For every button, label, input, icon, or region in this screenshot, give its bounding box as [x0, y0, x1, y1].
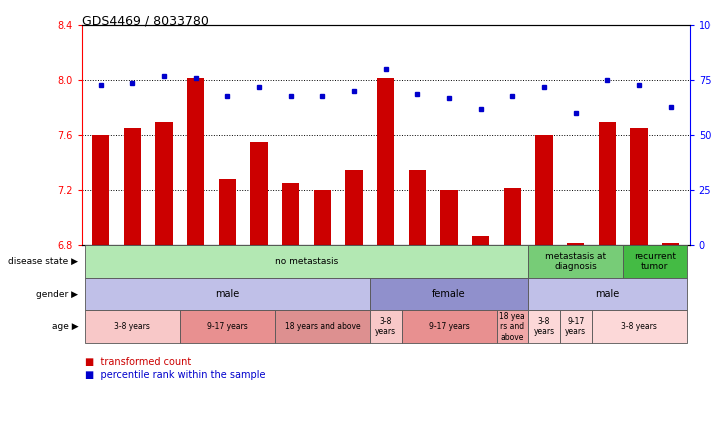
Bar — [535, 135, 552, 245]
Bar — [85, 310, 180, 343]
Bar — [503, 187, 521, 245]
Bar — [631, 129, 648, 245]
Text: 18 yea
rs and
above: 18 yea rs and above — [500, 312, 525, 342]
Bar — [346, 170, 363, 245]
Bar — [370, 310, 402, 343]
Bar — [180, 310, 275, 343]
Bar — [623, 245, 687, 278]
Text: male: male — [215, 289, 240, 299]
Text: no metastasis: no metastasis — [275, 257, 338, 266]
Bar — [528, 245, 623, 278]
Bar — [282, 184, 299, 245]
Text: 9-17
years: 9-17 years — [565, 317, 587, 336]
Bar — [528, 310, 560, 343]
Text: recurrent
tumor: recurrent tumor — [634, 252, 676, 271]
Bar — [409, 170, 426, 245]
Bar — [124, 129, 141, 245]
Text: male: male — [595, 289, 619, 299]
Bar — [219, 179, 236, 245]
Bar — [528, 278, 687, 310]
Bar — [250, 142, 268, 245]
Bar — [472, 236, 489, 245]
Text: metastasis at
diagnosis: metastasis at diagnosis — [545, 252, 606, 271]
Bar — [440, 190, 458, 245]
Bar — [662, 242, 680, 245]
Text: 3-8 years: 3-8 years — [114, 322, 150, 331]
Text: ■  percentile rank within the sample: ■ percentile rank within the sample — [85, 370, 266, 380]
Text: 9-17 years: 9-17 years — [429, 322, 469, 331]
Bar — [92, 135, 109, 245]
Text: 3-8 years: 3-8 years — [621, 322, 657, 331]
Text: gender ▶: gender ▶ — [36, 290, 78, 299]
Text: 18 years and above: 18 years and above — [284, 322, 360, 331]
Bar — [85, 245, 528, 278]
Text: 3-8
years: 3-8 years — [375, 317, 396, 336]
Text: GDS4469 / 8033780: GDS4469 / 8033780 — [82, 15, 208, 28]
Bar — [377, 78, 395, 245]
Bar — [567, 242, 584, 245]
Text: 9-17 years: 9-17 years — [207, 322, 248, 331]
Text: age ▶: age ▶ — [52, 322, 78, 331]
Text: 3-8
years: 3-8 years — [533, 317, 555, 336]
Bar — [599, 121, 616, 245]
Bar — [402, 310, 496, 343]
Bar — [370, 278, 528, 310]
Bar — [187, 78, 205, 245]
Bar — [85, 278, 370, 310]
Bar — [560, 310, 592, 343]
Bar — [592, 310, 687, 343]
Bar — [275, 310, 370, 343]
Text: female: female — [432, 289, 466, 299]
Bar — [314, 190, 331, 245]
Text: ■  transformed count: ■ transformed count — [85, 357, 191, 367]
Bar — [496, 310, 528, 343]
Text: disease state ▶: disease state ▶ — [9, 257, 78, 266]
Bar — [156, 121, 173, 245]
